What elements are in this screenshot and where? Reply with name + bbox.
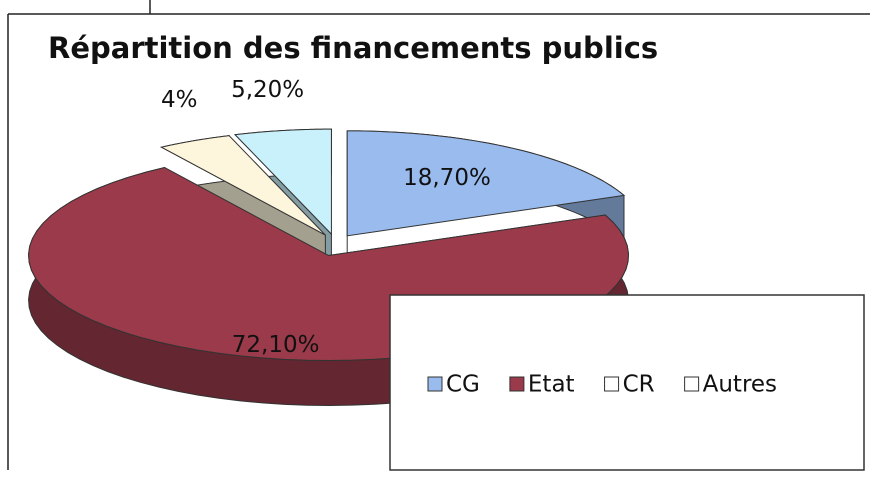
- data-label: 72,10%: [232, 332, 320, 358]
- legend-swatch: [604, 376, 620, 392]
- legend-swatch: [509, 376, 525, 392]
- data-label: 4%: [161, 87, 198, 113]
- slice: [346, 130, 626, 237]
- slice: [234, 128, 332, 236]
- slice: [160, 135, 326, 236]
- chart-title: Répartition des financements publics: [48, 31, 658, 65]
- legend-swatch: [427, 376, 443, 392]
- legend-box: [389, 294, 865, 471]
- legend-label: CR: [623, 372, 655, 398]
- data-label: 5,20%: [231, 77, 304, 103]
- legend-label: Etat: [528, 372, 575, 398]
- legend-swatch: [684, 376, 700, 392]
- legend-label: CG: [446, 372, 480, 398]
- data-label: 18,70%: [403, 165, 491, 191]
- legend-label: Autres: [703, 372, 777, 398]
